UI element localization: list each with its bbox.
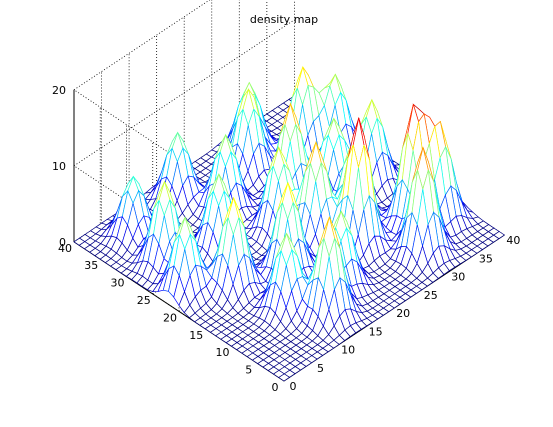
surface-mesh — [73, 65, 506, 382]
x-tick-label: 35 — [479, 252, 493, 265]
z-tick-label: 0 — [59, 236, 66, 249]
y-tick-label: 20 — [163, 311, 177, 324]
z-tick-label: 20 — [52, 84, 66, 97]
x-tick-label: 25 — [424, 289, 438, 302]
y-tick-label: 35 — [84, 259, 98, 272]
y-tick-label: 10 — [216, 346, 230, 359]
x-tick-label: 5 — [317, 362, 324, 375]
x-tick-label: 40 — [506, 234, 520, 247]
x-tick-label: 0 — [290, 380, 297, 393]
z-tick-label: 10 — [52, 160, 66, 173]
y-tick-label: 40 — [58, 242, 72, 255]
y-tick-label: 30 — [111, 277, 125, 290]
y-tick-label: 5 — [245, 364, 252, 377]
x-tick-label: 30 — [451, 271, 465, 284]
y-tick-label: 15 — [189, 329, 203, 342]
y-tick-label: 25 — [137, 294, 151, 307]
y-tick-label: 0 — [272, 381, 279, 394]
x-tick-label: 10 — [341, 344, 355, 357]
surface-cell — [278, 373, 291, 382]
x-tick-label: 20 — [396, 307, 410, 320]
chart-title: density map — [250, 13, 318, 26]
x-tick-label: 15 — [369, 325, 383, 338]
